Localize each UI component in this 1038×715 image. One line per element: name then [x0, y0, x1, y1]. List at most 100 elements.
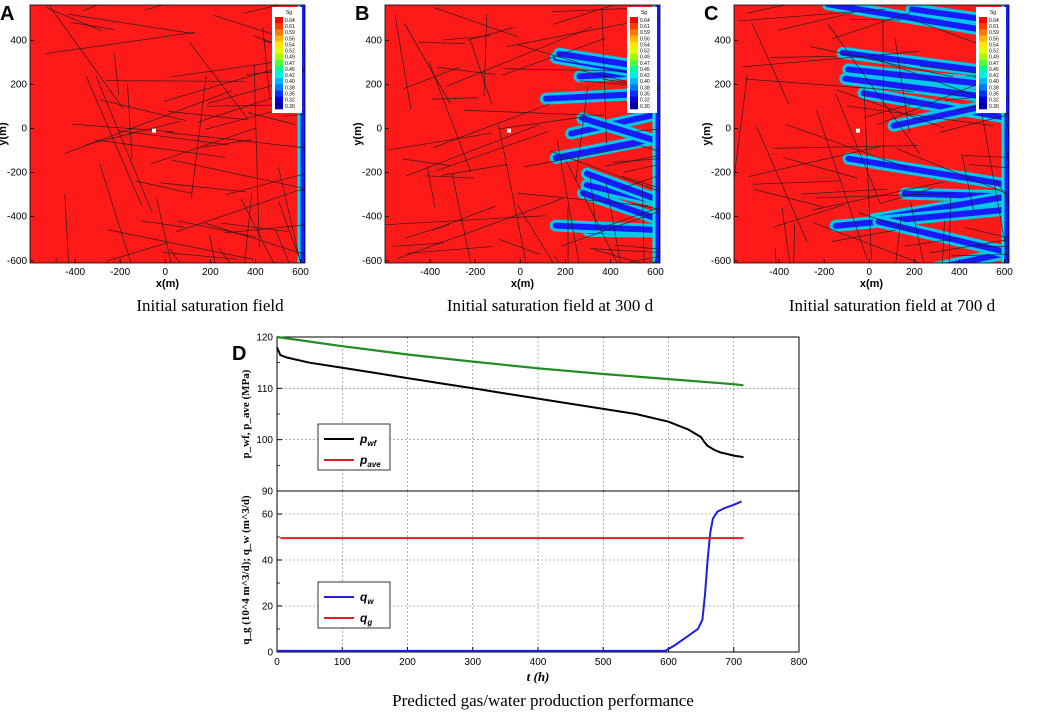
fracture-line	[94, 139, 226, 158]
colorbar-level: 0.49	[640, 55, 650, 61]
y-tick-label: 110	[257, 384, 273, 395]
colorbar-swatch	[630, 29, 638, 36]
saturation-map-a: -400 -200 0 200 400 600 -600 -400 -200 0 200 400 x(m…	[0, 4, 309, 290]
legend-label-q-w: qw	[360, 590, 374, 606]
legend-label-p-wf: pwf	[359, 432, 378, 448]
colorbar-swatch	[630, 90, 638, 98]
series-line-p_ave--plotted-	[276, 335, 744, 387]
fracture-line	[451, 173, 472, 263]
colorbar-swatch	[275, 41, 283, 48]
x-tick-label: 600	[647, 267, 664, 278]
colorbar-level: 0.40	[989, 79, 999, 85]
x-tick-label: 400	[530, 657, 547, 668]
fracture-line	[406, 246, 492, 254]
colorbar-level: 0.47	[989, 61, 999, 67]
colorbar-level: 0.61	[285, 24, 295, 30]
colorbar-swatch	[275, 35, 283, 42]
colorbar-swatch	[979, 102, 987, 110]
colorbar-swatch	[275, 47, 283, 55]
colorbar-swatch	[275, 102, 283, 110]
caption-b: Initial saturation field at 300 d	[447, 296, 654, 315]
colorbar-swatch	[275, 17, 283, 24]
x-tick-label: 600	[292, 267, 309, 278]
saturation-map-b: -400 -200 0 200 400 600 -600 -400 -200 0 200 400 x(m…	[352, 4, 664, 290]
fracture-line	[224, 224, 305, 234]
fracture-line	[64, 194, 69, 263]
water-boundary	[300, 5, 305, 263]
fracture-line	[907, 17, 1009, 56]
colorbar-swatch	[275, 78, 283, 85]
caption-a: Initial saturation field	[136, 296, 284, 315]
fracture-line	[642, 184, 645, 263]
fracture-line	[135, 180, 193, 194]
fracture-line	[246, 67, 305, 76]
colorbar-level: 0.42	[285, 73, 295, 79]
water-boundary	[655, 5, 660, 263]
x-tick-label: -200	[110, 267, 130, 278]
y-tick-label: 0	[376, 123, 382, 134]
colorbar-swatch	[979, 66, 987, 73]
fracture-line	[190, 75, 207, 199]
water-finger	[552, 135, 659, 161]
colorbar-level: 0.35	[640, 92, 650, 98]
y-tick-label: 0	[725, 123, 731, 134]
x-tick-label: 0	[866, 267, 872, 278]
colorbar-swatch	[979, 23, 987, 30]
fracture-line	[742, 51, 919, 68]
colorbar-swatch	[979, 41, 987, 48]
water-finger	[860, 90, 1008, 121]
x-tick-label: 400	[951, 267, 968, 278]
y-tick-label: 400	[365, 35, 382, 46]
saturation-panel-c: C -400 -200 0 200 400 600 -600 -400 -200 0 200 400 x…	[701, 3, 1013, 315]
fracture-line	[277, 166, 302, 263]
colorbar-swatch	[979, 53, 987, 61]
fracture-line	[770, 55, 837, 58]
fracture-line	[524, 144, 642, 168]
caption-c: Initial saturation field at 700 d	[789, 296, 996, 315]
fracture-line	[433, 7, 519, 38]
colorbar-level: 0.38	[989, 85, 999, 91]
y-tick-label: -400	[7, 212, 27, 223]
y-tick-label: -400	[362, 212, 382, 223]
panel-letter-c: C	[704, 3, 718, 25]
fracture-line	[253, 65, 260, 248]
colorbar-title: Sg	[286, 10, 292, 16]
water-finger	[824, 5, 1008, 37]
gas-field	[30, 5, 305, 263]
colorbar-level: 0.59	[285, 30, 295, 36]
saturation-panel-a: A -400 -200 0 200 400 600 -600 -400 -200 0 200 400 x…	[0, 3, 309, 315]
fracture-line	[427, 166, 436, 208]
x-tick-label: -400	[769, 267, 789, 278]
map-frame	[733, 4, 1010, 264]
y-axis-label: y(m)	[701, 122, 713, 146]
fracture-line	[793, 223, 796, 263]
fracture-line	[895, 214, 902, 263]
x-axis-label: x(m)	[511, 278, 535, 290]
colorbar-title: Sg	[641, 10, 647, 16]
colorbar-swatch	[275, 72, 283, 79]
colorbar-level: 0.54	[989, 42, 999, 48]
water-finger	[583, 170, 659, 202]
colorbar-level: 0.64	[989, 18, 999, 24]
fracture-line	[424, 175, 474, 179]
saturation-panel-b: B -400 -200 0 200 400 600 -600 -400 -200 0 200 400 x…	[352, 3, 664, 315]
fracture-line	[467, 26, 515, 41]
fracture-line	[72, 123, 175, 133]
colorbar-level: 0.64	[640, 18, 650, 24]
fracture-line	[631, 203, 660, 210]
colorbar-level: 0.54	[285, 42, 295, 48]
fracture-line	[831, 229, 896, 242]
colorbar-level: 0.49	[285, 55, 295, 61]
pressure-chart: 90 100 110 120 p_wf, p_ave (MPa) pwf pave	[240, 333, 800, 498]
fracture-line	[896, 148, 1009, 195]
y-axis-label: y(m)	[352, 122, 364, 146]
legend-label-p-ave: pave	[359, 453, 381, 469]
y-tick-label: -200	[7, 168, 27, 179]
fracture-line	[963, 155, 1009, 158]
y-tick-label: -200	[362, 168, 382, 179]
colorbar-swatch	[630, 78, 638, 85]
fracture-line	[738, 8, 885, 22]
fracture-line	[904, 237, 961, 247]
fracture-line	[240, 198, 275, 263]
